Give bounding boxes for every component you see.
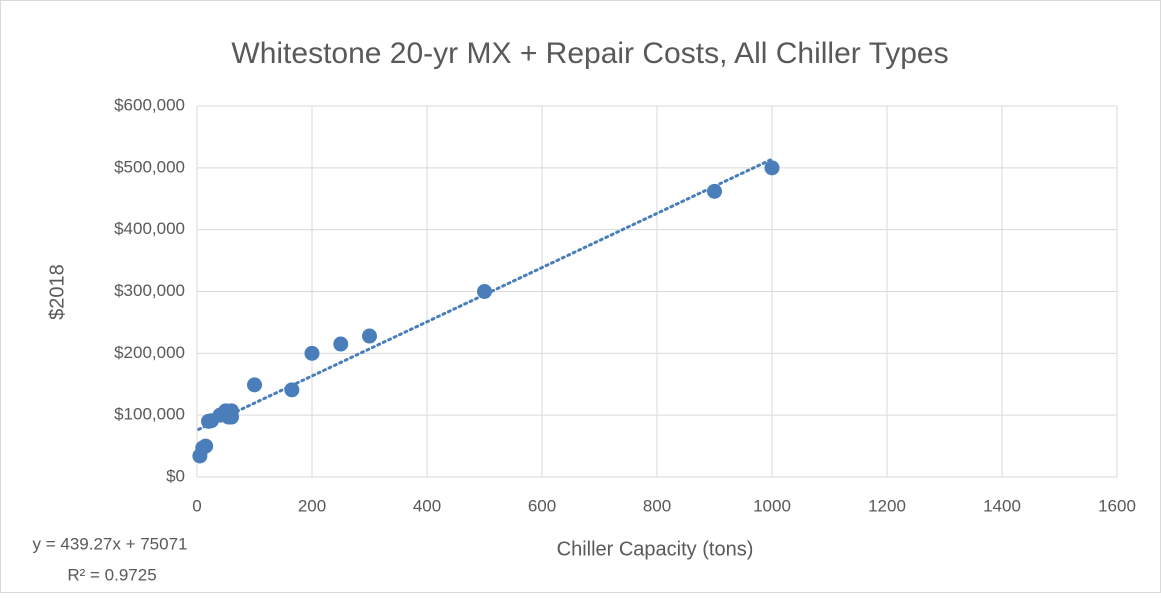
data-point	[284, 382, 300, 398]
y-tick-label: $400,000	[114, 219, 185, 238]
x-tick-label: 1600	[1098, 496, 1136, 515]
data-point	[707, 183, 722, 199]
y-tick-label: $0	[166, 466, 185, 485]
data-point	[247, 377, 262, 393]
y-tick-label: $100,000	[114, 405, 185, 424]
x-tick-label: 800	[643, 496, 671, 515]
data-point	[304, 345, 320, 361]
x-tick-label: 200	[298, 496, 326, 515]
x-tick-label: 400	[413, 496, 441, 515]
data-point	[198, 438, 214, 454]
data-point	[224, 409, 239, 425]
chart-title: Whitestone 20-yr MX + Repair Costs, All …	[231, 37, 948, 70]
x-tick-label: 0	[192, 496, 201, 515]
y-tick-label: $500,000	[114, 157, 185, 176]
x-tick-label: 1400	[983, 496, 1021, 515]
x-tick-label: 1000	[753, 496, 791, 515]
data-point	[477, 284, 492, 299]
x-axis-label: Chiller Capacity (tons)	[557, 538, 754, 560]
y-axis-label: $2018	[46, 264, 68, 320]
r-squared: R² = 0.9725	[67, 565, 156, 584]
trend-equation: y = 439.27x + 75071	[32, 534, 187, 553]
data-point	[333, 336, 349, 352]
x-tick-label: 600	[528, 496, 556, 515]
x-tick-label: 1200	[868, 496, 906, 515]
data-point	[362, 328, 377, 344]
y-tick-label: $600,000	[114, 95, 185, 114]
y-tick-label: $200,000	[114, 343, 185, 362]
data-point	[764, 160, 780, 176]
y-tick-label: $300,000	[114, 281, 185, 300]
